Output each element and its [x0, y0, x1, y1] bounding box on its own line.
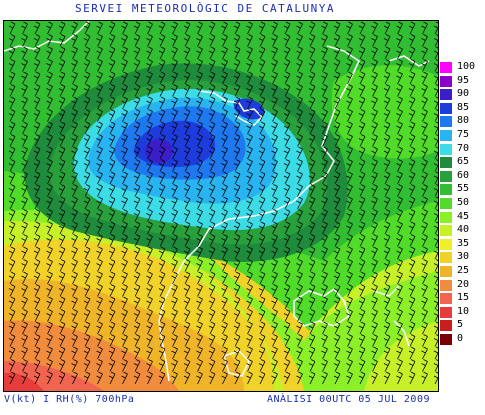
legend-level: 45 [440, 210, 480, 223]
legend-label: 40 [457, 224, 470, 236]
legend-swatch [440, 116, 452, 128]
page-title: SERVEI METEOROLÒGIC DE CATALUNYA [75, 2, 335, 15]
legend-swatch [440, 157, 452, 169]
legend-level: 85 [440, 101, 480, 114]
legend-label: 50 [457, 197, 470, 208]
legend-label: 65 [457, 156, 470, 168]
legend-swatch [440, 62, 452, 73]
legend-swatch [440, 238, 452, 250]
analysis-time: ANÀLISI 00UTC 05 JUL 2009 [266, 394, 430, 405]
legend-swatch [440, 143, 452, 155]
legend-swatch [440, 279, 452, 291]
legend-label: 70 [457, 142, 470, 154]
legend-level: 75 [440, 129, 480, 141]
legend-swatch [440, 252, 452, 264]
legend-label: 80 [457, 115, 470, 127]
legend-swatch [440, 293, 452, 305]
legend-level: 60 [440, 169, 480, 182]
legend-swatch [440, 266, 452, 277]
legend-label: 75 [457, 129, 470, 140]
humidity-wind-map [3, 20, 439, 392]
legend-swatch [440, 211, 452, 223]
legend-level: 25 [440, 265, 480, 277]
legend-level: 55 [440, 183, 480, 196]
variables-label: V(kt) I RH(%) 700hPa [4, 394, 135, 405]
legend-swatch [440, 75, 452, 87]
legend-label: 25 [457, 265, 470, 276]
legend-swatch [440, 102, 452, 114]
legend-label: 20 [457, 278, 470, 290]
legend-level: 10 [440, 305, 480, 318]
legend-swatch [440, 130, 452, 141]
legend-swatch [440, 334, 452, 345]
legend-label: 0 [457, 333, 464, 344]
legend-swatch [440, 89, 452, 101]
legend-label: 85 [457, 101, 470, 113]
legend-swatch [440, 184, 452, 196]
legend-level: 0 [440, 333, 480, 345]
legend-swatch [440, 225, 452, 237]
legend-swatch [440, 170, 452, 182]
legend-level: 20 [440, 278, 480, 291]
legend-label: 90 [457, 88, 470, 100]
legend-label: 100 [457, 61, 476, 72]
legend-level: 35 [440, 237, 480, 250]
legend-label: 55 [457, 183, 470, 195]
legend-swatch [440, 198, 452, 209]
legend-level: 65 [440, 156, 480, 169]
legend-label: 10 [457, 305, 470, 317]
legend-level: 30 [440, 251, 480, 264]
legend-level: 70 [440, 142, 480, 155]
legend-level: 80 [440, 115, 480, 128]
legend-level: 50 [440, 197, 480, 209]
legend-level: 90 [440, 88, 480, 101]
legend-level: 40 [440, 224, 480, 237]
legend-label: 35 [457, 237, 470, 249]
legend-label: 95 [457, 74, 470, 86]
legend-label: 5 [457, 319, 464, 331]
legend-label: 60 [457, 169, 470, 181]
legend-label: 45 [457, 210, 470, 222]
legend-swatch [440, 320, 452, 332]
legend-label: 15 [457, 292, 470, 304]
legend-level: 95 [440, 74, 480, 87]
legend-level: 100 [440, 61, 480, 73]
legend-label: 30 [457, 251, 470, 263]
legend-level: 15 [440, 292, 480, 305]
legend-level: 5 [440, 319, 480, 332]
legend-swatch [440, 306, 452, 318]
